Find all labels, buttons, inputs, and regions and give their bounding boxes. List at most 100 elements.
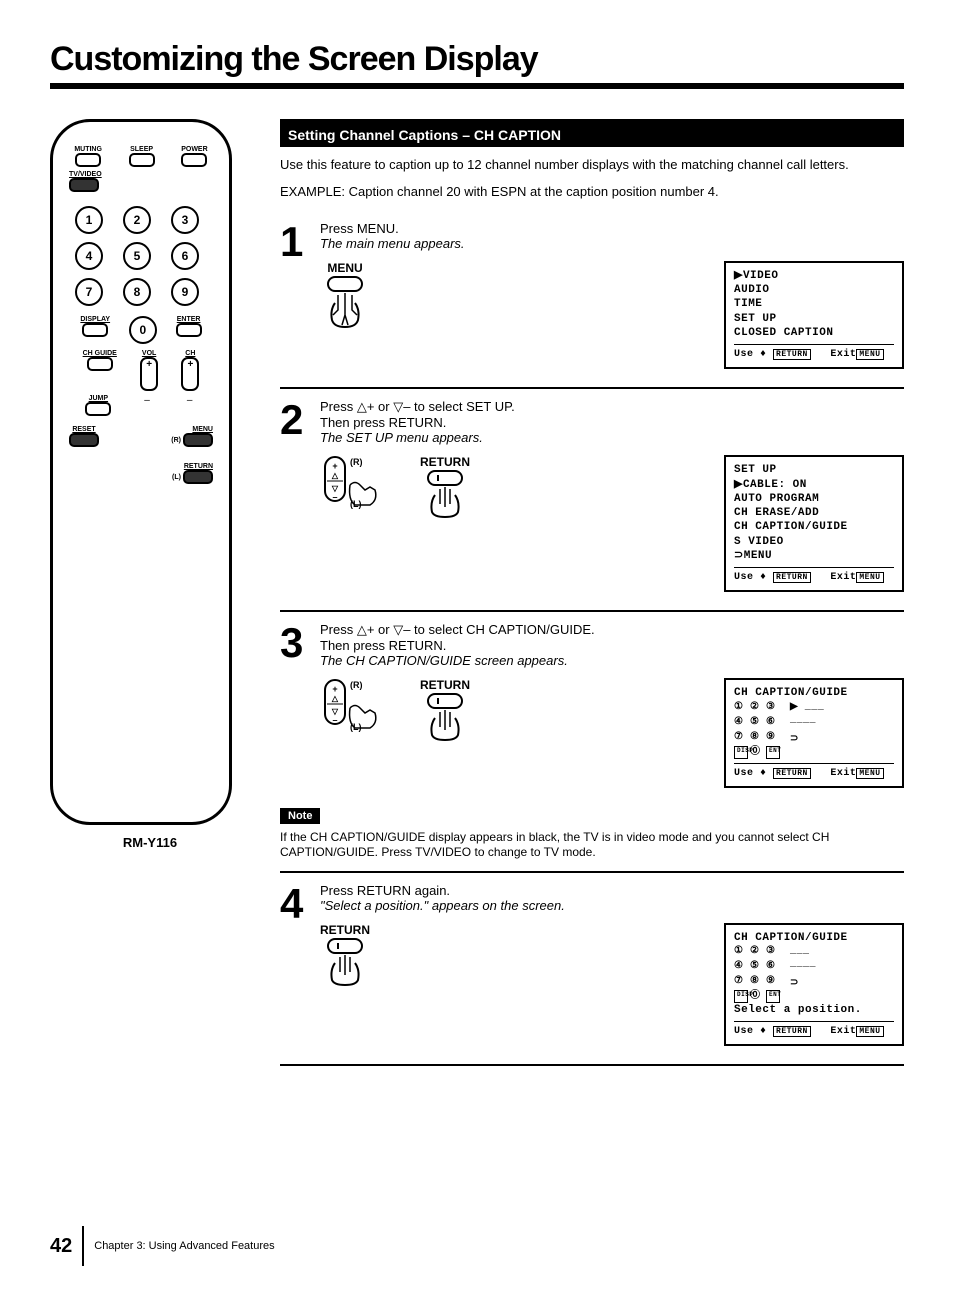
use-label: Use ♦ xyxy=(734,768,767,779)
title-rule xyxy=(50,83,904,89)
grid-num: ① xyxy=(734,701,748,714)
l-label: (L) xyxy=(172,474,181,481)
grid-ent: ENT xyxy=(766,746,780,759)
example-text: EXAMPLE: Caption channel 20 with ESPN at… xyxy=(280,184,904,201)
return-button-icon: RETURN xyxy=(420,455,470,519)
menu2-title: SET UP xyxy=(734,463,894,477)
step-3: 3 Press △+ or ▽– to select CH CAPTION/GU… xyxy=(280,612,904,805)
grid-num: ② xyxy=(750,945,764,958)
num-9: 9 xyxy=(171,278,199,306)
num-8: 8 xyxy=(123,278,151,306)
return-sym: ⊃ xyxy=(790,733,824,746)
num-3: 3 xyxy=(171,206,199,234)
menu2-item: CH CAPTION/GUIDE xyxy=(734,520,894,534)
menu-box-label: MENU xyxy=(856,349,883,360)
step-3-num: 3 xyxy=(280,622,310,787)
menu-button-icon: MENU xyxy=(320,261,370,330)
menu1-item: CLOSED CAPTION xyxy=(734,326,894,340)
step-1-line2: The main menu appears. xyxy=(320,236,465,251)
jump-label: JUMP xyxy=(89,395,108,402)
return-sym: ⊃ xyxy=(790,977,816,990)
updown-icon: + △ ▽ – (R) (L) xyxy=(320,678,390,738)
use-label: Use ♦ xyxy=(734,1026,767,1037)
footer: 42 Chapter 3: Using Advanced Features xyxy=(50,1226,904,1266)
intro-text: Use this feature to caption up to 12 cha… xyxy=(280,157,904,174)
use-label: Use ♦ xyxy=(734,572,767,583)
step-3-line1: Press △+ or ▽– to select CH CAPTION/GUID… xyxy=(320,622,595,637)
grid-num: ⑥ xyxy=(766,716,780,729)
grid-zero: ⓪ xyxy=(750,746,764,759)
sleep-label: SLEEP xyxy=(130,146,153,153)
grid-zero: ⓪ xyxy=(750,990,764,1003)
updown-icon: + △ ▽ – (R) (L) xyxy=(320,455,390,515)
step-3-line2: Then press RETURN. xyxy=(320,638,446,653)
grid-disp: DISP xyxy=(734,990,748,1003)
menu1-item: ▶VIDEO xyxy=(734,269,894,283)
step-2: 2 Press △+ or ▽– to select SET UP. Then … xyxy=(280,389,904,612)
menu2-item: CH ERASE/ADD xyxy=(734,506,894,520)
remote-illustration: MUTING SLEEP POWER TV/VIDEO 1 2 3 4 5 6 … xyxy=(50,119,232,825)
menu3-title: CH CAPTION/GUIDE xyxy=(734,686,894,700)
num-4: 4 xyxy=(75,242,103,270)
chguide-label: CH GUIDE xyxy=(83,350,117,357)
power-label: POWER xyxy=(181,146,207,153)
step-2-menu: SET UP ▶CABLE: ON AUTO PROGRAM CH ERASE/… xyxy=(724,455,904,592)
step-2-line1: Press △+ or ▽– to select SET UP. xyxy=(320,399,515,414)
num-7: 7 xyxy=(75,278,103,306)
exit-label: Exit xyxy=(830,572,856,583)
grid-num: ⑧ xyxy=(750,975,764,988)
grid-num: ⑥ xyxy=(766,960,780,973)
menu2-item: S VIDEO xyxy=(734,535,894,549)
return-box: RETURN xyxy=(773,349,811,360)
menu-button-label: MENU xyxy=(327,261,362,275)
menu-box-label: MENU xyxy=(856,768,883,779)
reset-label: RESET xyxy=(72,426,95,433)
num-0: 0 xyxy=(129,316,157,344)
menu2-item: ⊃MENU xyxy=(734,549,894,563)
menu4-title: CH CAPTION/GUIDE xyxy=(734,931,894,945)
enter-label: ENTER xyxy=(177,316,201,323)
grid-num: ④ xyxy=(734,716,748,729)
muting-label: MUTING xyxy=(74,146,102,153)
grid-num: ⑤ xyxy=(750,716,764,729)
step-4-menu: CH CAPTION/GUIDE ① ② ③ ④ ⑤ ⑥ ⑦ ⑧ xyxy=(724,923,904,1047)
step-2-line2: Then press RETURN. xyxy=(320,415,446,430)
step-3-menu: CH CAPTION/GUIDE ① ② ③ ④ ⑤ ⑥ ⑦ ⑧ xyxy=(724,678,904,787)
num-1: 1 xyxy=(75,206,103,234)
num-2: 2 xyxy=(123,206,151,234)
step-4: 4 Press RETURN again. "Select a position… xyxy=(280,873,904,1067)
use-label: Use ♦ xyxy=(734,349,767,360)
return-button-icon: RETURN xyxy=(320,923,370,987)
step-1-line1: Press MENU. xyxy=(320,221,399,236)
chapter-label: Chapter 3: Using Advanced Features xyxy=(94,1240,274,1252)
blank-line: ____ xyxy=(790,714,824,727)
svg-text:(R): (R) xyxy=(350,457,363,467)
menu1-item: TIME xyxy=(734,297,894,311)
svg-text:–: – xyxy=(332,715,337,725)
grid-num: ⑨ xyxy=(766,731,780,744)
menu-label: MENU xyxy=(192,426,213,433)
blank-line: ___ xyxy=(790,945,816,958)
num-5: 5 xyxy=(123,242,151,270)
return-box: RETURN xyxy=(773,572,811,583)
display-label: DISPLAY xyxy=(80,316,110,323)
exit-label: Exit xyxy=(830,768,856,779)
menu-box-label: MENU xyxy=(856,1026,883,1037)
exit-label: Exit xyxy=(830,349,856,360)
num-6: 6 xyxy=(171,242,199,270)
page-title: Customizing the Screen Display xyxy=(50,40,904,79)
return-label: RETURN xyxy=(320,923,370,937)
step-1-menu: ▶VIDEO AUDIO TIME SET UP CLOSED CAPTION … xyxy=(724,261,904,369)
grid-num: ⑤ xyxy=(750,960,764,973)
svg-text:–: – xyxy=(332,492,337,502)
vol-label: VOL xyxy=(142,350,156,357)
step-2-num: 2 xyxy=(280,399,310,592)
grid-num: ② xyxy=(750,701,764,714)
return-box: RETURN xyxy=(773,1026,811,1037)
note-tag: Note xyxy=(280,808,320,824)
svg-text:△: △ xyxy=(331,694,339,703)
r-label: (R) xyxy=(171,437,181,444)
remote-model: RM-Y116 xyxy=(50,835,250,850)
return-label-remote: RETURN xyxy=(184,463,213,470)
menu2-item: ▶CABLE: ON xyxy=(734,478,894,492)
